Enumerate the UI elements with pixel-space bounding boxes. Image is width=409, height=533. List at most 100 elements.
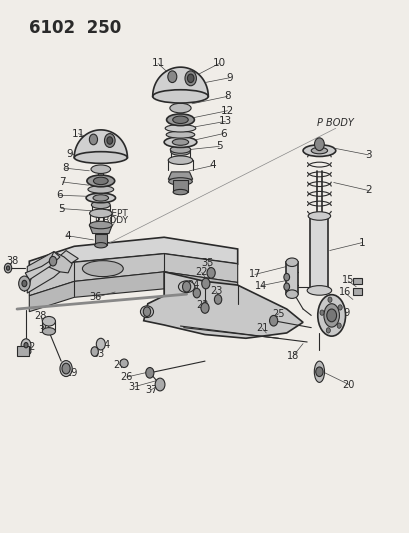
Ellipse shape bbox=[164, 137, 196, 148]
Text: 34: 34 bbox=[99, 340, 111, 350]
Text: 9: 9 bbox=[67, 149, 73, 159]
Text: 5: 5 bbox=[216, 141, 222, 151]
Ellipse shape bbox=[42, 317, 55, 326]
Text: 28: 28 bbox=[34, 311, 47, 321]
Circle shape bbox=[145, 368, 153, 378]
Circle shape bbox=[22, 280, 27, 287]
Polygon shape bbox=[29, 254, 237, 296]
Bar bbox=[352, 278, 361, 284]
Text: 6: 6 bbox=[220, 128, 226, 139]
Text: 4: 4 bbox=[209, 160, 216, 171]
Text: 6102  250: 6102 250 bbox=[29, 19, 121, 37]
Polygon shape bbox=[89, 225, 112, 233]
Circle shape bbox=[19, 276, 30, 291]
Bar bbox=[173, 180, 187, 192]
Text: 23: 23 bbox=[209, 286, 222, 296]
Ellipse shape bbox=[166, 131, 194, 138]
Text: 9: 9 bbox=[226, 73, 232, 83]
Text: 10: 10 bbox=[102, 135, 115, 146]
Circle shape bbox=[24, 343, 28, 348]
Circle shape bbox=[214, 295, 221, 304]
Ellipse shape bbox=[120, 359, 128, 368]
Bar bbox=[17, 346, 29, 356]
Bar bbox=[310, 216, 328, 290]
Text: 15: 15 bbox=[341, 275, 353, 285]
Text: 8: 8 bbox=[62, 163, 68, 173]
Ellipse shape bbox=[96, 338, 105, 350]
Text: 19: 19 bbox=[338, 308, 351, 318]
Polygon shape bbox=[29, 237, 237, 277]
Text: 27: 27 bbox=[112, 360, 125, 370]
Polygon shape bbox=[168, 172, 192, 179]
Text: 1: 1 bbox=[358, 238, 365, 247]
Circle shape bbox=[62, 364, 70, 374]
Ellipse shape bbox=[88, 185, 113, 193]
Text: 32: 32 bbox=[23, 342, 36, 352]
Circle shape bbox=[336, 323, 340, 328]
Text: 4: 4 bbox=[64, 231, 70, 241]
Text: 25: 25 bbox=[272, 309, 284, 319]
Polygon shape bbox=[27, 251, 78, 293]
Ellipse shape bbox=[317, 295, 345, 336]
Bar bbox=[94, 233, 107, 245]
Circle shape bbox=[314, 138, 324, 151]
Ellipse shape bbox=[173, 189, 187, 195]
Text: 7: 7 bbox=[59, 177, 66, 187]
Ellipse shape bbox=[89, 221, 112, 229]
Circle shape bbox=[201, 278, 209, 289]
Circle shape bbox=[89, 134, 97, 145]
Text: 5: 5 bbox=[58, 204, 64, 214]
Ellipse shape bbox=[152, 90, 208, 103]
Text: EXCEPT: EXCEPT bbox=[94, 209, 128, 218]
Circle shape bbox=[319, 310, 323, 316]
Ellipse shape bbox=[285, 290, 297, 298]
Text: 22: 22 bbox=[196, 300, 208, 310]
Text: 16: 16 bbox=[338, 287, 351, 297]
Ellipse shape bbox=[314, 361, 324, 382]
Ellipse shape bbox=[302, 145, 335, 157]
Polygon shape bbox=[144, 272, 302, 338]
Text: 38: 38 bbox=[6, 256, 18, 266]
Bar bbox=[285, 262, 297, 294]
Text: 36: 36 bbox=[90, 292, 102, 302]
Polygon shape bbox=[27, 252, 72, 281]
Ellipse shape bbox=[172, 139, 188, 146]
Ellipse shape bbox=[91, 347, 98, 357]
Ellipse shape bbox=[89, 209, 112, 217]
Text: 11: 11 bbox=[72, 128, 85, 139]
Text: 24: 24 bbox=[187, 280, 199, 290]
Circle shape bbox=[269, 316, 277, 326]
Circle shape bbox=[283, 273, 289, 281]
Text: 2: 2 bbox=[364, 185, 371, 196]
Ellipse shape bbox=[169, 103, 191, 113]
Ellipse shape bbox=[310, 148, 327, 154]
Circle shape bbox=[143, 307, 150, 317]
Circle shape bbox=[182, 281, 190, 292]
Text: 39: 39 bbox=[48, 259, 61, 269]
Ellipse shape bbox=[170, 148, 190, 156]
Text: 22: 22 bbox=[195, 268, 207, 277]
Circle shape bbox=[283, 283, 289, 290]
Ellipse shape bbox=[308, 212, 330, 220]
Text: P BODY: P BODY bbox=[94, 216, 127, 225]
Text: 35: 35 bbox=[201, 258, 213, 268]
Text: 26: 26 bbox=[120, 372, 133, 382]
Circle shape bbox=[200, 303, 209, 313]
Ellipse shape bbox=[165, 125, 196, 132]
Circle shape bbox=[207, 268, 215, 278]
Ellipse shape bbox=[168, 156, 192, 165]
Text: 17: 17 bbox=[248, 270, 261, 279]
Ellipse shape bbox=[42, 328, 55, 335]
Ellipse shape bbox=[86, 193, 115, 203]
Circle shape bbox=[184, 71, 196, 86]
Text: 37: 37 bbox=[144, 385, 157, 395]
Ellipse shape bbox=[172, 116, 188, 124]
Ellipse shape bbox=[168, 177, 192, 185]
Text: 3: 3 bbox=[364, 150, 371, 160]
Text: 33: 33 bbox=[92, 349, 105, 359]
Text: 20: 20 bbox=[342, 379, 354, 390]
Ellipse shape bbox=[21, 348, 31, 356]
Text: 12: 12 bbox=[220, 106, 234, 116]
Circle shape bbox=[193, 288, 200, 298]
Ellipse shape bbox=[93, 195, 108, 201]
